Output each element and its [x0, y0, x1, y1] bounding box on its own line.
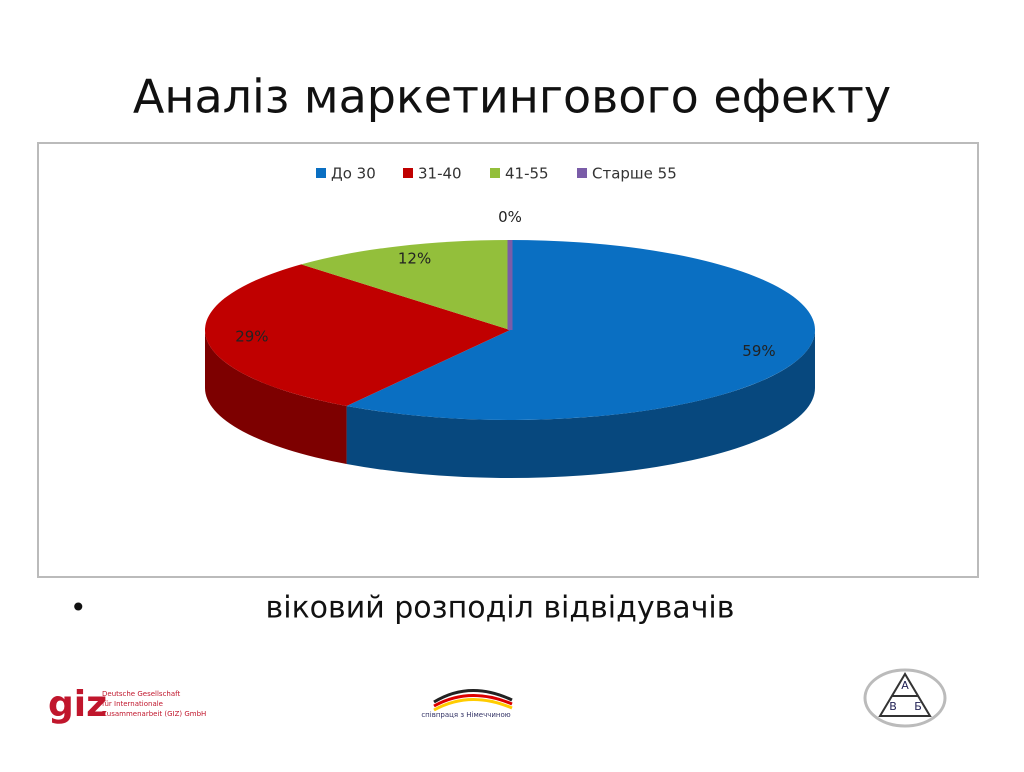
- pie: 59% 29% 12% 0%: [205, 208, 815, 478]
- flag-stripe: [433, 698, 513, 712]
- legend-swatch: [577, 168, 587, 178]
- giz-logo: giz: [48, 684, 107, 725]
- bullet-dot: •: [70, 591, 87, 624]
- pie-slice: [205, 264, 510, 406]
- flag-stripe: [433, 689, 513, 704]
- flag-stripe: [433, 694, 513, 708]
- abv-letter: В: [889, 700, 897, 713]
- legend-label: Старше 55: [592, 165, 677, 183]
- pie-slice: [301, 240, 510, 330]
- pie-slice: [346, 240, 815, 420]
- abv-letter: Б: [914, 700, 922, 713]
- pie-wall: [205, 330, 347, 464]
- abv-triangle: [878, 672, 932, 717]
- legend-swatch: [403, 168, 413, 178]
- data-label: 59%: [742, 342, 775, 360]
- slide-title: Аналіз маркетингового ефекту: [133, 70, 891, 124]
- data-label: 0%: [498, 208, 522, 226]
- legend-label: 31-40: [418, 165, 462, 183]
- data-label: 12%: [398, 249, 431, 267]
- abv-logo: [863, 668, 947, 728]
- giz-text: für Internationale: [102, 700, 163, 708]
- bullet-text: віковий розподіл відвідувачів: [266, 591, 735, 626]
- legend-swatch: [316, 168, 326, 178]
- giz-text: Zusammenarbeit (GIZ) GmbH: [102, 710, 206, 718]
- giz-text: Deutsche Gesellschaft: [102, 690, 180, 698]
- data-label: 29%: [235, 328, 268, 346]
- partner-logo: співпраця з Німеччиною: [421, 711, 510, 719]
- abv-letter: А: [901, 679, 909, 692]
- legend-label: 41-55: [505, 165, 549, 183]
- pie-wall: [346, 330, 815, 478]
- legend-label: До 30: [331, 165, 376, 183]
- legend-swatch: [490, 168, 500, 178]
- legend: До 30 31-40 41-55 Старше 55: [316, 165, 677, 183]
